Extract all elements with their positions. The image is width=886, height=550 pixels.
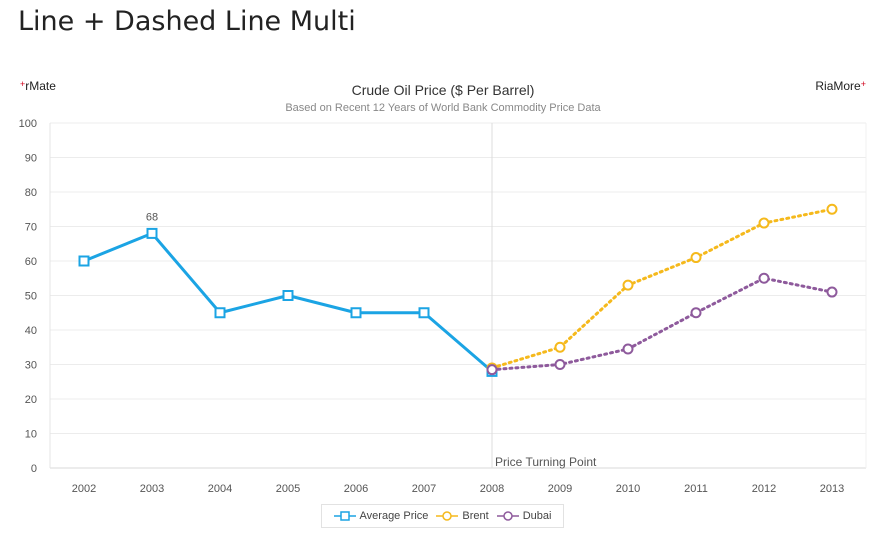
chart-legend: Average Price Brent Dubai — [321, 504, 564, 528]
legend-swatch — [436, 511, 459, 521]
y-tick-label: 0 — [31, 463, 37, 475]
data-point — [78, 255, 90, 267]
x-tick-label: 2006 — [344, 483, 368, 495]
legend-swatch — [333, 511, 356, 521]
data-point — [350, 307, 362, 319]
y-tick-label: 40 — [25, 325, 37, 337]
x-tick-label: 2004 — [208, 483, 232, 495]
y-tick-label: 50 — [25, 291, 37, 303]
legend-label: Dubai — [522, 510, 552, 522]
chart-title: Crude Oil Price ($ Per Barrel) — [351, 82, 535, 98]
data-point — [214, 307, 226, 319]
y-tick-label: 90 — [25, 153, 37, 165]
x-tick-label: 2010 — [616, 483, 640, 495]
data-point — [554, 341, 566, 353]
brand-right-label: RiaMore — [815, 79, 861, 93]
x-tick-label: 2002 — [72, 483, 96, 495]
y-tick-label: 30 — [25, 360, 37, 372]
data-point — [146, 227, 158, 239]
data-point — [418, 307, 430, 319]
brand-left-label: rMate — [25, 79, 56, 93]
y-tick-label: 80 — [25, 187, 37, 199]
legend-item-dubai[interactable]: Dubai — [496, 510, 552, 522]
data-point — [758, 272, 770, 284]
brand-logo-right: RiaMore+ — [815, 79, 866, 93]
chart-subtitle: Based on Recent 12 Years of World Bank C… — [285, 102, 601, 114]
y-tick-label: 60 — [25, 256, 37, 268]
x-tick-label: 2012 — [752, 483, 776, 495]
data-point — [826, 286, 838, 298]
data-point — [826, 203, 838, 215]
data-point — [486, 364, 498, 376]
legend-item-average-price[interactable]: Average Price — [333, 510, 429, 522]
x-tick-label: 2007 — [412, 483, 436, 495]
page-title: Line + Dashed Line Multi — [18, 6, 356, 37]
data-point — [758, 217, 770, 229]
y-tick-label: 70 — [25, 222, 37, 234]
data-point — [622, 279, 634, 291]
series-line-brent — [490, 207, 834, 370]
turning-point-label: Price Turning Point — [495, 455, 597, 469]
data-point — [690, 307, 702, 319]
legend-label: Brent — [462, 510, 489, 522]
y-tick-label: 10 — [25, 429, 37, 441]
x-tick-label: 2005 — [276, 483, 300, 495]
x-tick-label: 2008 — [480, 483, 504, 495]
x-tick-label: 2009 — [548, 483, 572, 495]
y-tick-label: 20 — [25, 394, 37, 406]
legend-swatch — [496, 511, 519, 521]
legend-item-brent[interactable]: Brent — [436, 510, 489, 522]
x-tick-label: 2013 — [820, 483, 844, 495]
data-point — [690, 252, 702, 264]
y-tick-label: 100 — [19, 118, 37, 130]
plus-icon: + — [20, 79, 26, 89]
data-label: 68 — [146, 211, 158, 223]
x-tick-label: 2003 — [140, 483, 164, 495]
line-chart: 0 10 20 30 40 50 60 70 80 90 100 2002 2003 2004 2005 20… — [19, 118, 867, 495]
series-line-dubai — [490, 276, 834, 372]
data-point — [554, 359, 566, 370]
x-tick-label: 2011 — [684, 483, 708, 495]
brand-logo-left: +rMate — [20, 79, 56, 93]
data-point — [282, 290, 294, 301]
data-point — [622, 343, 634, 355]
series-line-average-price — [83, 231, 493, 373]
plus-icon: + — [860, 79, 866, 89]
legend-label: Average Price — [359, 510, 429, 522]
